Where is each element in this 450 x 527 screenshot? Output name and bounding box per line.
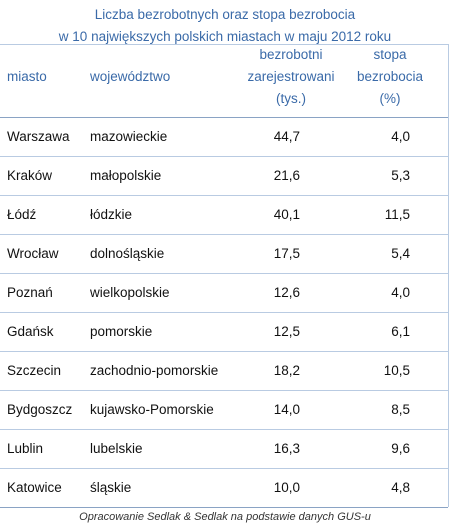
voivodeship-cell: łódzkie	[90, 207, 133, 222]
header-registered-line-3: (tys.)	[276, 91, 306, 106]
table-row: Łódź łódzkie 40,1 11,5	[0, 196, 448, 234]
row-divider	[0, 234, 448, 235]
rate-cell: 4,8	[391, 480, 410, 495]
registered-cell: 16,3	[273, 441, 300, 456]
voivodeship-cell: śląskie	[90, 480, 132, 495]
rate-cell: 5,3	[391, 168, 410, 183]
header-top-rule	[0, 44, 448, 45]
table-row: Katowice śląskie 10,0 4,8	[0, 469, 448, 507]
table-title: Liczba bezrobotnych oraz stopa bezroboci…	[0, 4, 450, 48]
voivodeship-cell: zachodnio-pomorskie	[90, 363, 219, 378]
voivodeship-cell: mazowieckie	[90, 129, 168, 144]
header-registered-line-2: zarejestrowani	[247, 69, 335, 84]
row-divider	[0, 195, 448, 196]
header-city: miasto	[7, 69, 47, 84]
row-divider	[0, 156, 448, 157]
city-cell: Poznań	[7, 285, 53, 300]
table-row: Bydgoszcz kujawsko-Pomorskie 14,0 8,5	[0, 391, 448, 429]
header-registered-line-1: bezrobotni	[259, 47, 323, 62]
header-voivodeship: województwo	[90, 69, 171, 84]
table-row: Gdańsk pomorskie 12,5 6,1	[0, 313, 448, 351]
registered-cell: 40,1	[273, 207, 300, 222]
rate-cell: 6,1	[391, 324, 410, 339]
table-row: Szczecin zachodnio-pomorskie 18,2 10,5	[0, 352, 448, 390]
rate-cell: 9,6	[391, 441, 410, 456]
table-row: Poznań wielkopolskie 12,6 4,0	[0, 274, 448, 312]
header-rate: stopa bezrobocia (%)	[350, 44, 430, 110]
row-divider	[0, 468, 448, 469]
rate-cell: 8,5	[391, 402, 410, 417]
header-bottom-rule	[0, 117, 448, 118]
table-row: Kraków małopolskie 21,6 5,3	[0, 157, 448, 195]
row-divider	[0, 312, 448, 313]
registered-cell: 14,0	[273, 402, 300, 417]
voivodeship-cell: dolnośląskie	[90, 246, 165, 261]
city-cell: Gdańsk	[7, 324, 54, 339]
table-row: Warszawa mazowieckie 44,7 4,0	[0, 118, 448, 156]
voivodeship-cell: wielkopolskie	[90, 285, 170, 300]
city-cell: Lublin	[7, 441, 44, 456]
table-bottom-rule	[0, 507, 448, 508]
source-note: Opracowanie Sedlak & Sedlak na podstawie…	[79, 511, 371, 523]
row-divider	[0, 429, 448, 430]
registered-cell: 12,6	[273, 285, 300, 300]
rate-cell: 10,5	[383, 363, 410, 378]
city-cell: Katowice	[7, 480, 62, 495]
header-rate-line-2: bezrobocia	[356, 69, 424, 84]
city-cell: Wrocław	[7, 246, 59, 261]
voivodeship-cell: lubelskie	[90, 441, 143, 456]
title-line-1: Liczba bezrobotnych oraz stopa bezroboci…	[94, 7, 356, 22]
city-cell: Bydgoszcz	[7, 402, 73, 417]
rate-cell: 4,0	[391, 129, 410, 144]
voivodeship-cell: pomorskie	[90, 324, 153, 339]
table-row: Wrocław dolnośląskie 17,5 5,4	[0, 235, 448, 273]
city-cell: Kraków	[7, 168, 53, 183]
voivodeship-cell: małopolskie	[90, 168, 162, 183]
registered-cell: 21,6	[273, 168, 300, 183]
registered-cell: 44,7	[273, 129, 300, 144]
rate-cell: 5,4	[391, 246, 410, 261]
registered-cell: 12,5	[273, 324, 300, 339]
rate-cell: 4,0	[391, 285, 410, 300]
registered-cell: 17,5	[273, 246, 300, 261]
row-divider	[0, 273, 448, 274]
row-divider	[0, 390, 448, 391]
header-rate-line-1: stopa	[373, 47, 407, 62]
header-registered: bezrobotni zarejestrowani (tys.)	[236, 44, 346, 110]
title-line-2: w 10 największych polskich miastach w ma…	[58, 29, 392, 44]
registered-cell: 18,2	[273, 363, 300, 378]
voivodeship-cell: kujawsko-Pomorskie	[90, 402, 214, 417]
header-rate-line-3: (%)	[379, 91, 401, 106]
row-divider	[0, 351, 448, 352]
table-right-border	[448, 44, 449, 507]
city-cell: Łódź	[7, 207, 37, 222]
rate-cell: 11,5	[384, 207, 410, 222]
table-row: Lublin lubelskie 16,3 9,6	[0, 430, 448, 468]
registered-cell: 10,0	[273, 480, 300, 495]
city-cell: Szczecin	[7, 363, 62, 378]
city-cell: Warszawa	[7, 129, 70, 144]
